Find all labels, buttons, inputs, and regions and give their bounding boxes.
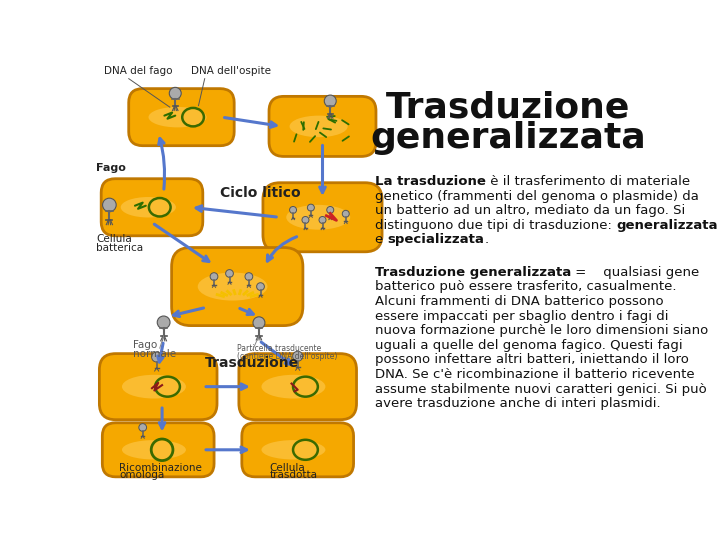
Circle shape (102, 198, 116, 212)
Circle shape (319, 217, 326, 224)
Text: avere trasduzione anche di interi plasmidi.: avere trasduzione anche di interi plasmi… (375, 397, 661, 410)
Text: Ricombinazione: Ricombinazione (120, 463, 202, 472)
Circle shape (302, 217, 309, 224)
Text: uguali a quelle del genoma fagico. Questi fagi: uguali a quelle del genoma fagico. Quest… (375, 339, 683, 352)
Text: trasdotta: trasdotta (270, 470, 318, 480)
Ellipse shape (289, 116, 348, 137)
Text: specializzata: specializzata (387, 233, 485, 246)
Ellipse shape (261, 375, 325, 399)
Circle shape (139, 423, 147, 431)
Text: Cellula: Cellula (96, 234, 132, 244)
Text: DNA. Se c'è ricombinazione il batterio ricevente: DNA. Se c'è ricombinazione il batterio r… (375, 368, 695, 381)
Circle shape (253, 317, 265, 329)
Text: Fago: Fago (132, 340, 157, 350)
Circle shape (225, 269, 233, 278)
Text: Trasduzione generalizzata: Trasduzione generalizzata (375, 266, 572, 279)
Text: normale: normale (132, 349, 176, 359)
Circle shape (324, 95, 336, 107)
Ellipse shape (122, 375, 186, 399)
Ellipse shape (121, 197, 176, 218)
Ellipse shape (122, 440, 186, 460)
Text: omologa: omologa (120, 470, 165, 480)
Text: possono infettare altri batteri, iniettando il loro: possono infettare altri batteri, inietta… (375, 353, 689, 367)
Text: Trasduzione: Trasduzione (387, 90, 631, 124)
Circle shape (157, 316, 170, 329)
Circle shape (210, 273, 218, 280)
Text: DNA del fago: DNA del fago (104, 66, 173, 76)
Ellipse shape (148, 107, 207, 127)
FancyBboxPatch shape (263, 183, 382, 252)
Text: Alcuni frammenti di DNA batterico possono: Alcuni frammenti di DNA batterico posson… (375, 295, 664, 308)
Text: un batterio ad un altro, mediato da un fago. Si: un batterio ad un altro, mediato da un f… (375, 204, 685, 217)
Text: assume stabilmente nuovi caratteri genici. Si può: assume stabilmente nuovi caratteri genic… (375, 383, 707, 396)
Text: Ciclo litico: Ciclo litico (220, 186, 301, 200)
Text: =    qualsiasi gene: = qualsiasi gene (572, 266, 700, 279)
Text: generalizzata: generalizzata (371, 121, 647, 155)
Circle shape (292, 351, 302, 361)
FancyBboxPatch shape (239, 354, 356, 420)
Text: .: . (485, 233, 489, 246)
Circle shape (169, 87, 181, 99)
Text: DNA dell'ospite: DNA dell'ospite (191, 66, 271, 76)
Ellipse shape (198, 273, 267, 301)
Text: è il trasferimento di materiale: è il trasferimento di materiale (486, 175, 690, 188)
Circle shape (256, 283, 264, 291)
Text: generalizzata: generalizzata (616, 219, 718, 232)
Text: batterica: batterica (96, 243, 143, 253)
Circle shape (152, 352, 162, 362)
FancyBboxPatch shape (102, 179, 203, 236)
Ellipse shape (261, 440, 325, 460)
Text: La trasduzione: La trasduzione (375, 175, 486, 188)
FancyBboxPatch shape (102, 423, 214, 477)
Circle shape (327, 206, 334, 213)
Circle shape (342, 211, 349, 217)
Ellipse shape (287, 205, 350, 230)
Text: batterico può essere trasferito, casualmente.: batterico può essere trasferito, casualm… (375, 280, 677, 293)
Text: Particella trasducente: Particella trasducente (238, 344, 322, 353)
Text: distinguono due tipi di trasduzione:: distinguono due tipi di trasduzione: (375, 219, 616, 232)
Circle shape (307, 204, 315, 211)
Circle shape (245, 273, 253, 280)
Text: distinguono due tipi di trasduzione:: distinguono due tipi di trasduzione: (375, 219, 616, 232)
Text: Trasduzione: Trasduzione (204, 356, 299, 370)
Text: genetico (frammenti del genoma o plasmide) da: genetico (frammenti del genoma o plasmid… (375, 190, 699, 202)
FancyBboxPatch shape (269, 96, 376, 157)
Text: (contiene DNA dell'ospite): (contiene DNA dell'ospite) (238, 352, 338, 361)
Text: Cellula: Cellula (270, 463, 305, 472)
Text: nuova formazione purchè le loro dimensioni siano: nuova formazione purchè le loro dimensio… (375, 324, 708, 337)
Text: essere impaccati per sbaglio dentro i fagi di: essere impaccati per sbaglio dentro i fa… (375, 309, 669, 322)
Circle shape (289, 206, 297, 213)
FancyBboxPatch shape (171, 247, 303, 326)
Text: e: e (375, 233, 387, 246)
FancyBboxPatch shape (99, 354, 217, 420)
FancyBboxPatch shape (242, 423, 354, 477)
Text: Fago: Fago (96, 163, 126, 173)
FancyBboxPatch shape (129, 89, 234, 146)
